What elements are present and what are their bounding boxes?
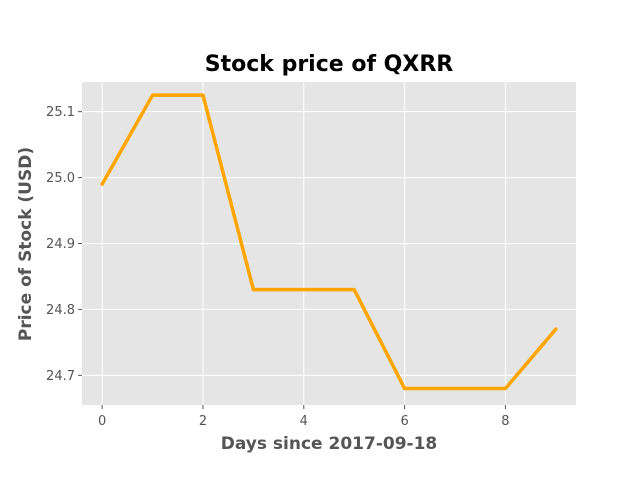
x-tick-label: 2 bbox=[199, 414, 207, 429]
chart-title: Stock price of QXRR bbox=[205, 52, 454, 77]
price-series-line bbox=[100, 93, 558, 391]
y-axis-label: Price of Stock (USD) bbox=[16, 147, 36, 341]
series-layer bbox=[100, 93, 558, 391]
y-tick-label: 24.9 bbox=[46, 237, 75, 252]
y-tick-label: 25.1 bbox=[46, 105, 75, 120]
x-tick-label: 4 bbox=[300, 414, 308, 429]
x-tick-label: 6 bbox=[400, 414, 408, 429]
y-tick-label: 24.8 bbox=[46, 303, 75, 318]
x-tick-label: 8 bbox=[501, 414, 509, 429]
grid-layer bbox=[82, 82, 576, 405]
tick-layer: 24.7 24.8 24.9 25.0 25.1 0 2 4 6 8 bbox=[46, 105, 510, 429]
y-tick-label: 25.0 bbox=[46, 171, 75, 186]
x-tick-label: 0 bbox=[98, 414, 106, 429]
y-tick-label: 24.7 bbox=[46, 369, 75, 384]
x-axis-label: Days since 2017-09-18 bbox=[221, 434, 438, 454]
